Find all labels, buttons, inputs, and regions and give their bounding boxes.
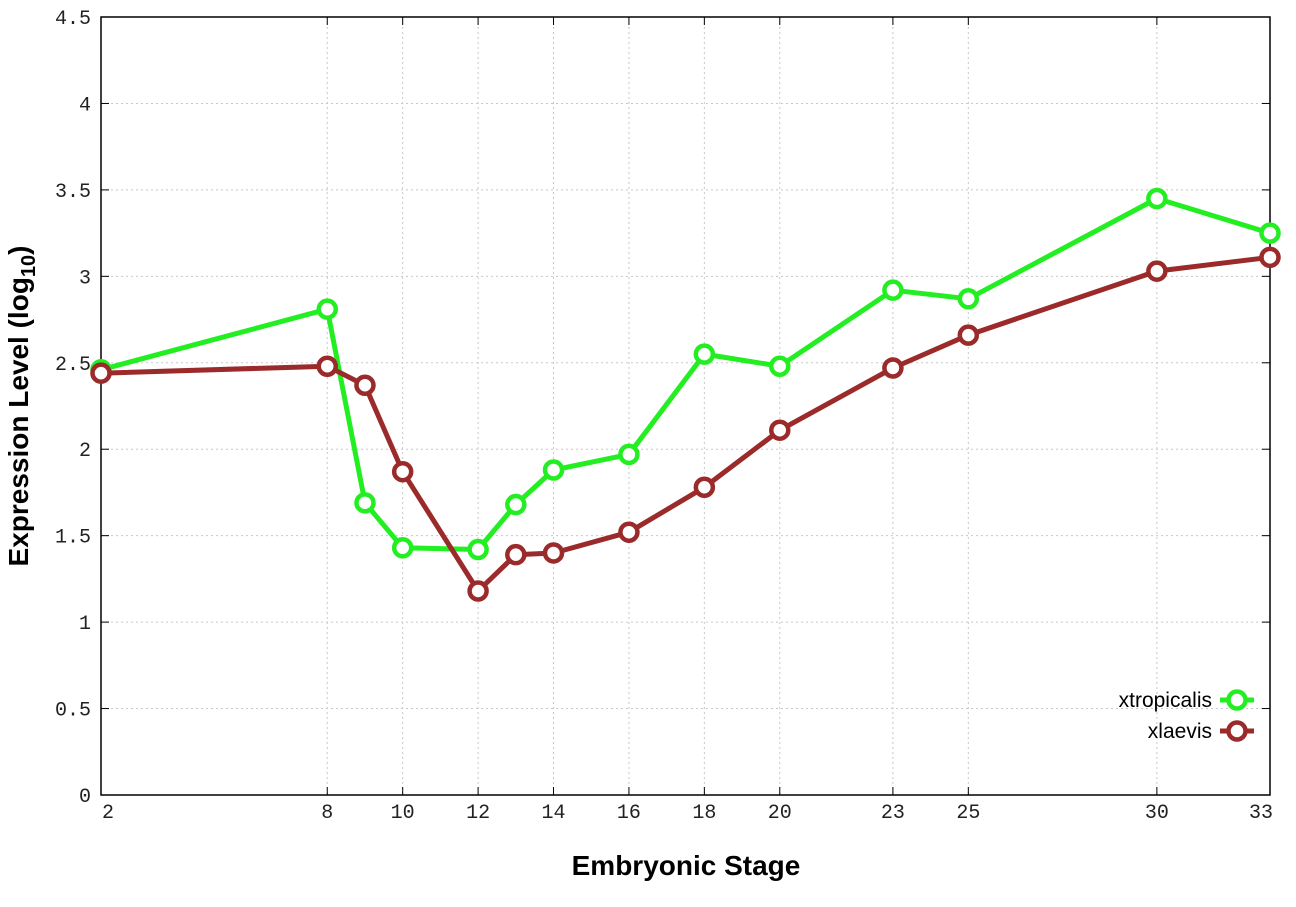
x-tick-label: 23	[881, 802, 905, 825]
y-tick-label: 3	[79, 267, 91, 290]
x-tick-label: 20	[768, 802, 792, 825]
plot-frame	[100, 16, 1271, 796]
y-tick-label: 4.5	[55, 8, 91, 31]
data-point-xlaevis	[618, 521, 640, 543]
x-tick-label: 12	[466, 802, 490, 825]
x-tick-label: 33	[1249, 802, 1273, 825]
legend-item-xtropicalis: xtropicalis	[1119, 689, 1254, 712]
data-point-xlaevis	[769, 419, 791, 441]
x-tick-label: 14	[542, 802, 566, 825]
data-point-xlaevis	[354, 374, 376, 397]
data-point-xlaevis	[505, 543, 527, 566]
x-tick-label: 16	[617, 802, 641, 825]
x-axis-title: Embryonic Stage	[572, 850, 801, 881]
y-axis-title-subscript: 10	[18, 255, 40, 277]
data-point-xlaevis	[693, 476, 716, 499]
x-tick-label: 8	[321, 802, 333, 825]
data-point-xlaevis	[90, 362, 112, 384]
data-point-xtropicalis	[467, 538, 489, 561]
legend-label: xtropicalis	[1119, 689, 1212, 712]
data-point-xlaevis	[957, 324, 980, 346]
data-point-xtropicalis	[1259, 222, 1281, 244]
data-point-xtropicalis	[316, 298, 339, 320]
x-tick-label: 30	[1145, 802, 1169, 825]
legend-item-xlaevis: xlaevis	[1148, 720, 1254, 743]
data-point-xlaevis	[391, 460, 414, 483]
data-point-xtropicalis	[882, 279, 904, 301]
data-point-xtropicalis	[693, 343, 716, 365]
series-xtropicalis	[90, 187, 1281, 561]
axis-ticks: 0 0.5 1 1.5 2 2.5 3 3.5 4 4.5 2 8 10 12 14 16 18 20 23 25 30…	[55, 8, 1273, 825]
data-point-xtropicalis	[505, 493, 527, 516]
data-point-xtropicalis	[542, 459, 565, 481]
y-tick-label: 1.5	[55, 527, 91, 550]
y-axis-title-close: )	[3, 246, 34, 255]
series-lines	[90, 187, 1281, 602]
legend-label: xlaevis	[1148, 720, 1212, 743]
x-tick-label: 25	[956, 802, 980, 825]
data-point-xtropicalis	[957, 288, 980, 310]
data-point-xlaevis	[1146, 260, 1168, 282]
data-point-xlaevis	[467, 580, 489, 602]
data-point-xlaevis	[882, 357, 904, 379]
data-point-xtropicalis	[769, 355, 791, 377]
y-tick-label: 1	[79, 613, 91, 636]
data-point-xtropicalis	[1146, 187, 1168, 210]
x-tick-label: 10	[391, 802, 415, 825]
data-point-xtropicalis	[391, 537, 414, 559]
legend-swatch-marker	[1226, 720, 1248, 742]
data-point-xlaevis	[316, 355, 339, 377]
data-point-xlaevis	[542, 542, 565, 564]
x-tick-label: 18	[692, 802, 716, 825]
x-tick-label: 2	[102, 802, 114, 825]
y-tick-label: 0.5	[55, 700, 91, 723]
series-line-xlaevis	[100, 254, 1271, 594]
y-axis-title: Expression Level (log10)	[3, 246, 40, 567]
y-axis-title-main: Expression Level (log	[3, 277, 34, 566]
data-point-xtropicalis	[618, 443, 640, 466]
legend: xtropicalis xlaevis	[1119, 689, 1254, 743]
legend-swatch-marker	[1226, 689, 1248, 711]
data-point-xtropicalis	[354, 492, 376, 514]
data-point-xlaevis	[1259, 246, 1281, 269]
y-tick-label: 4	[79, 94, 91, 117]
grid	[101, 17, 1270, 795]
series-xlaevis	[90, 246, 1281, 602]
y-tick-label: 3.5	[55, 181, 91, 204]
y-tick-label: 0	[79, 786, 91, 809]
y-tick-label: 2.5	[55, 354, 91, 377]
y-tick-label: 2	[79, 440, 91, 463]
